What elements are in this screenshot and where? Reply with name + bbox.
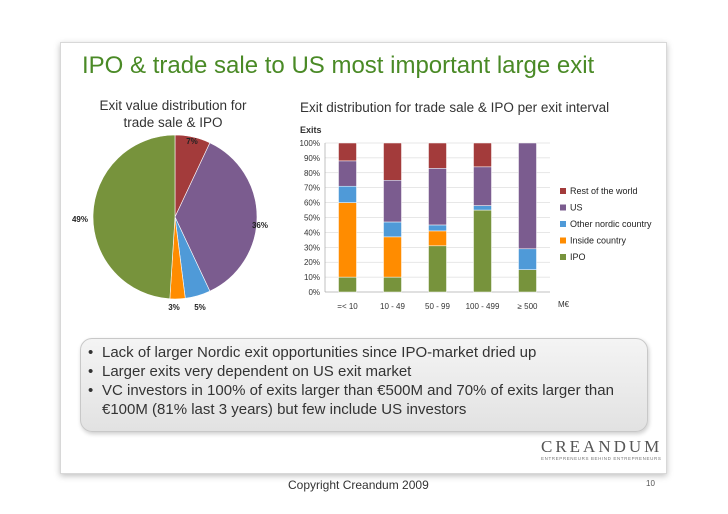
- y-tick-label: 80%: [304, 169, 320, 178]
- y-tick-label: 50%: [304, 214, 320, 223]
- pie-slice-label: 5%: [194, 303, 206, 312]
- bar-chart-title: Exit distribution for trade sale & IPO p…: [300, 100, 610, 115]
- y-tick-label: 20%: [304, 258, 320, 267]
- legend-swatch: [560, 188, 566, 194]
- pie-slice: [174, 142, 258, 292]
- y-tick-label: 70%: [304, 184, 320, 193]
- y-tick-label: 0%: [308, 288, 320, 297]
- legend-swatch: [560, 204, 566, 211]
- bar-segment-ipo: [473, 209, 492, 293]
- bar-segment-other-nordic-country: [473, 205, 492, 211]
- pie-slice-label: 3%: [168, 303, 180, 312]
- y-tick-label: 60%: [304, 199, 320, 208]
- pie-chart-title: Exit value distribution for trade sale &…: [99, 98, 247, 130]
- pie-slice-label: 49%: [72, 215, 88, 224]
- bar-segment-rest-of-the-world: [383, 142, 402, 181]
- y-tick-label: 90%: [304, 154, 320, 163]
- logo-tagline: ENTREPRENEURS BEHIND ENTREPRENEURS: [541, 456, 662, 461]
- legend-label: Other nordic country: [570, 219, 652, 229]
- bar-segment-ipo: [383, 276, 402, 293]
- y-tick-label: 30%: [304, 243, 320, 252]
- x-tick-label: 10 - 49: [380, 302, 405, 311]
- legend-swatch: [560, 221, 566, 227]
- y-tick-label: 100%: [300, 139, 320, 148]
- pie-slice: [92, 134, 176, 300]
- bar-segment-ipo: [518, 269, 537, 293]
- x-tick-label: 100 - 499: [466, 302, 500, 311]
- bar-segment-rest-of-the-world: [338, 142, 357, 162]
- bar-y-axis-label: Exits: [300, 125, 322, 135]
- bullet-item: Larger exits very dependent on US exit m…: [88, 362, 638, 381]
- x-tick-label: ≥ 500: [518, 302, 539, 311]
- bar-segment-inside-country: [338, 202, 357, 278]
- y-tick-label: 40%: [304, 228, 320, 237]
- bar-segment-us: [473, 166, 492, 206]
- slide-title: IPO & trade sale to US most important la…: [82, 52, 595, 79]
- bullet-item: VC investors in 100% of exits larger tha…: [88, 381, 638, 419]
- x-tick-label: =< 10: [337, 302, 358, 311]
- bar-segment-rest-of-the-world: [473, 142, 492, 168]
- page-number: 10: [646, 479, 655, 488]
- bar-segment-us: [338, 160, 357, 187]
- x-tick-label: 50 - 99: [425, 302, 450, 311]
- pie-slice-label: 7%: [186, 137, 198, 146]
- bar-segment-us: [428, 168, 447, 226]
- legend-label: Rest of the world: [570, 186, 638, 196]
- bar-segment-other-nordic-country: [428, 224, 447, 232]
- bar-segment-other-nordic-country: [383, 221, 402, 238]
- legend-swatch: [560, 254, 566, 260]
- copyright-text: Copyright Creandum 2009: [288, 478, 429, 492]
- pie-slice-label: 36%: [252, 221, 268, 230]
- bar-segment-inside-country: [428, 230, 447, 247]
- bullet-item: Lack of larger Nordic exit opportunities…: [88, 343, 638, 362]
- bullet-list: Lack of larger Nordic exit opportunities…: [88, 343, 638, 419]
- legend-label: IPO: [570, 252, 586, 262]
- creandum-logo: CREANDUM: [541, 437, 663, 456]
- y-tick-label: 10%: [304, 273, 320, 282]
- bar-segment-other-nordic-country: [338, 185, 357, 203]
- bar-segment-inside-country: [383, 236, 402, 278]
- bar-segment-rest-of-the-world: [428, 142, 447, 169]
- bar-segment-other-nordic-country: [518, 248, 537, 270]
- legend-swatch: [560, 237, 566, 244]
- bar-segment-us: [383, 180, 402, 223]
- bar-segment-us: [518, 142, 537, 250]
- bar-segment-ipo: [338, 276, 357, 293]
- legend-label: US: [570, 203, 583, 213]
- bar-segment-ipo: [428, 245, 447, 293]
- legend-label: Inside country: [570, 236, 627, 246]
- x-axis-unit-label: M€: [558, 300, 570, 309]
